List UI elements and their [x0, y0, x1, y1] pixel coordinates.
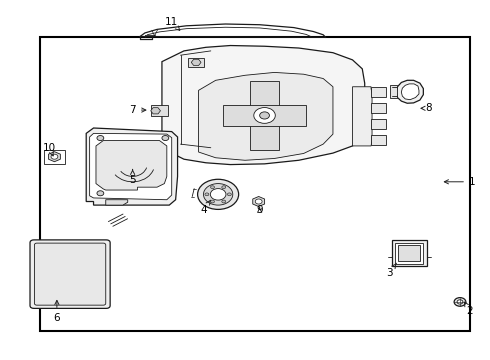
Circle shape [454, 298, 466, 306]
Polygon shape [86, 128, 177, 205]
Bar [250, 81, 279, 149]
Bar [40, 37, 470, 330]
Bar [398, 245, 420, 261]
Circle shape [260, 112, 270, 119]
Polygon shape [49, 152, 60, 162]
Circle shape [203, 184, 233, 205]
Text: 9: 9 [256, 206, 263, 216]
Polygon shape [90, 134, 172, 200]
Polygon shape [96, 140, 167, 190]
Text: 8: 8 [421, 103, 432, 113]
Bar [371, 103, 386, 113]
Polygon shape [106, 200, 128, 205]
FancyBboxPatch shape [30, 240, 110, 309]
Polygon shape [151, 108, 160, 114]
Circle shape [222, 186, 226, 189]
Bar [392, 240, 427, 266]
Circle shape [205, 193, 209, 196]
Circle shape [197, 179, 239, 210]
Circle shape [227, 193, 231, 196]
Bar [371, 87, 386, 97]
Circle shape [210, 189, 226, 200]
Circle shape [51, 154, 58, 159]
Bar [371, 120, 386, 130]
Bar [371, 135, 386, 145]
Text: 11: 11 [165, 17, 180, 31]
Text: 7: 7 [129, 105, 146, 115]
Polygon shape [352, 87, 372, 146]
Bar [151, 105, 168, 116]
Circle shape [211, 186, 215, 189]
Circle shape [254, 108, 275, 123]
Polygon shape [396, 80, 423, 103]
Circle shape [457, 300, 463, 304]
Bar [390, 85, 397, 98]
Circle shape [97, 191, 104, 196]
Text: 1: 1 [444, 177, 475, 187]
Text: 3: 3 [386, 263, 396, 278]
Circle shape [255, 199, 262, 204]
Bar [188, 58, 204, 67]
Circle shape [211, 200, 215, 203]
Polygon shape [401, 84, 419, 100]
Polygon shape [253, 197, 265, 207]
Text: 6: 6 [53, 300, 60, 323]
Polygon shape [191, 59, 201, 66]
Circle shape [222, 200, 226, 203]
Text: 10: 10 [43, 143, 56, 156]
Circle shape [97, 135, 104, 140]
Polygon shape [198, 72, 333, 160]
Polygon shape [162, 45, 365, 165]
Text: 5: 5 [129, 170, 136, 185]
Text: 2: 2 [465, 302, 473, 316]
Bar [44, 149, 65, 164]
Text: 4: 4 [200, 200, 210, 216]
Bar [395, 243, 423, 264]
Circle shape [162, 135, 169, 140]
FancyBboxPatch shape [34, 243, 106, 305]
Bar [223, 105, 306, 126]
